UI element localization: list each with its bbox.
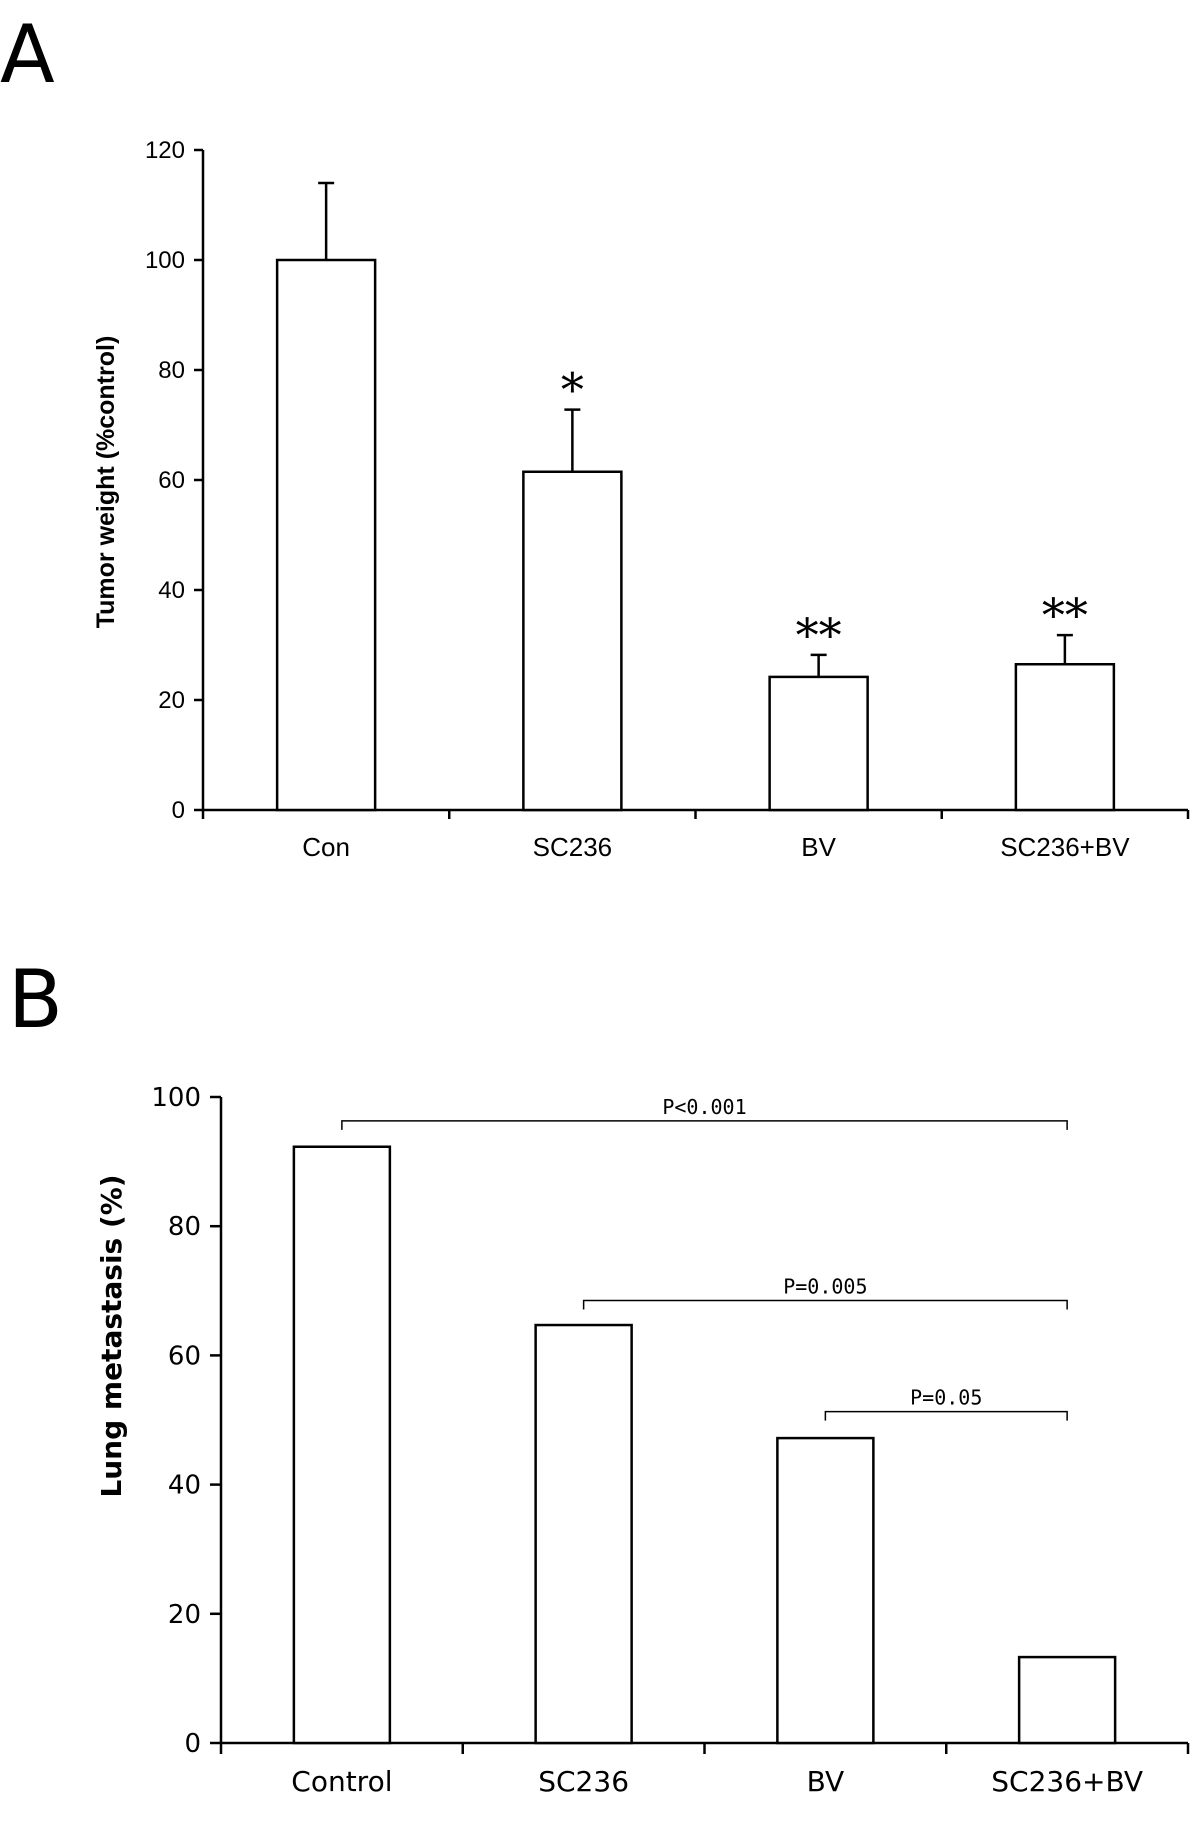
chart-a-category-label: Con [302,832,350,862]
chart-a-y-tick-label: 20 [158,687,185,714]
chart-b-category-label: BV [807,1765,845,1798]
chart-a-y-tick-label: 80 [158,357,185,384]
chart-b-p-value-label: P=0.05 [910,1386,982,1410]
chart-b-bar [776,1436,875,1745]
chart-b-category-label: Control [291,1765,392,1798]
chart-b-bar [534,1323,633,1745]
chart-b-comparison-bracket [824,1410,1068,1421]
chart-a-significance-mark: ** [796,608,842,662]
chart-b: Lung metastasis (%) 0 20 40 60 80 100 Control S… [95,1083,1190,1798]
chart-b-category-label: SC236 [538,1765,629,1798]
chart-a-significance-mark: ** [1042,588,1088,642]
chart-b-y-axis-label: Lung metastasis (%) [95,1174,128,1497]
chart-a-y-tick-label: 100 [145,247,185,274]
chart-b-bar [1017,1655,1117,1745]
chart-a-bar [522,470,623,812]
chart-a-bar [275,258,377,812]
chart-b-y-tick-label: 100 [151,1083,201,1113]
chart-a: Tumor weight (%control) 0 20 40 60 80 100 120 C… [92,137,1190,862]
chart-a-bar [768,675,869,812]
chart-b-p-value-label: P=0.005 [783,1274,867,1298]
chart-a-y-axis-label: Tumor weight (%control) [92,336,120,629]
chart-a-category-label: SC236+BV [1000,832,1130,862]
chart-a-y-tick-label: 60 [158,467,185,494]
chart-a-bar [1014,663,1116,812]
chart-b-bar [292,1145,392,1745]
chart-a-significance-mark: * [561,363,584,417]
chart-b-y-tick-label: 20 [168,1600,201,1630]
chart-b-comparison-bracket [341,1120,1068,1130]
chart-a-y-tick-label: 120 [145,137,185,164]
chart-a-y-tick-label: 40 [158,577,185,604]
chart-a-category-label: BV [801,832,836,862]
chart-b-p-value-label: P<0.001 [662,1095,746,1119]
chart-b-comparison-bracket [582,1299,1068,1310]
chart-b-y-tick-label: 80 [168,1212,201,1242]
chart-a-category-label: SC236 [533,832,613,862]
chart-b-y-tick-label: 60 [168,1341,201,1371]
panel-label-a: A [0,8,55,101]
chart-a-y-tick-label: 0 [172,797,185,824]
panel-label-b: B [8,953,63,1046]
chart-b-y-tick-label: 0 [184,1729,201,1759]
chart-b-category-label: SC236+BV [991,1765,1143,1798]
chart-b-y-tick-label: 40 [168,1471,201,1501]
